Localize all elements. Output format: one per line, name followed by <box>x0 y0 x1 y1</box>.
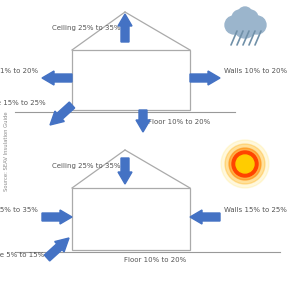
Circle shape <box>221 140 269 188</box>
Circle shape <box>232 151 258 177</box>
Text: Windows 25% to 35%: Windows 25% to 35% <box>0 207 38 213</box>
Text: Source: SEAV Insulation Guide: Source: SEAV Insulation Guide <box>4 111 10 191</box>
Circle shape <box>242 10 258 26</box>
Text: Ceiling 25% to 35%: Ceiling 25% to 35% <box>52 25 121 31</box>
FancyArrow shape <box>42 71 72 85</box>
Circle shape <box>248 16 266 34</box>
Text: Windows 11% to 20%: Windows 11% to 20% <box>0 68 38 74</box>
Text: Floor 10% to 20%: Floor 10% to 20% <box>148 119 210 125</box>
Circle shape <box>234 16 256 38</box>
Text: Air Leakage 15% to 25%: Air Leakage 15% to 25% <box>0 100 46 106</box>
Circle shape <box>236 155 254 173</box>
Text: Walls 10% to 20%: Walls 10% to 20% <box>224 68 287 74</box>
Text: Air Leakage 5% to 15%: Air Leakage 5% to 15% <box>0 252 44 258</box>
FancyArrow shape <box>44 238 69 261</box>
Circle shape <box>225 144 265 184</box>
Text: Ceiling 25% to 35%: Ceiling 25% to 35% <box>52 163 121 169</box>
FancyArrow shape <box>136 110 150 132</box>
FancyArrow shape <box>118 158 132 184</box>
Circle shape <box>238 7 252 21</box>
Circle shape <box>225 16 243 34</box>
Bar <box>72 50 190 110</box>
FancyArrow shape <box>190 210 220 224</box>
FancyArrow shape <box>118 14 132 42</box>
Text: Walls 15% to 25%: Walls 15% to 25% <box>224 207 287 213</box>
Circle shape <box>232 10 248 26</box>
FancyArrow shape <box>50 102 75 125</box>
Text: Floor 10% to 20%: Floor 10% to 20% <box>124 257 186 263</box>
Bar <box>72 188 190 250</box>
FancyArrow shape <box>190 71 220 85</box>
Circle shape <box>229 148 261 180</box>
FancyArrow shape <box>42 210 72 224</box>
